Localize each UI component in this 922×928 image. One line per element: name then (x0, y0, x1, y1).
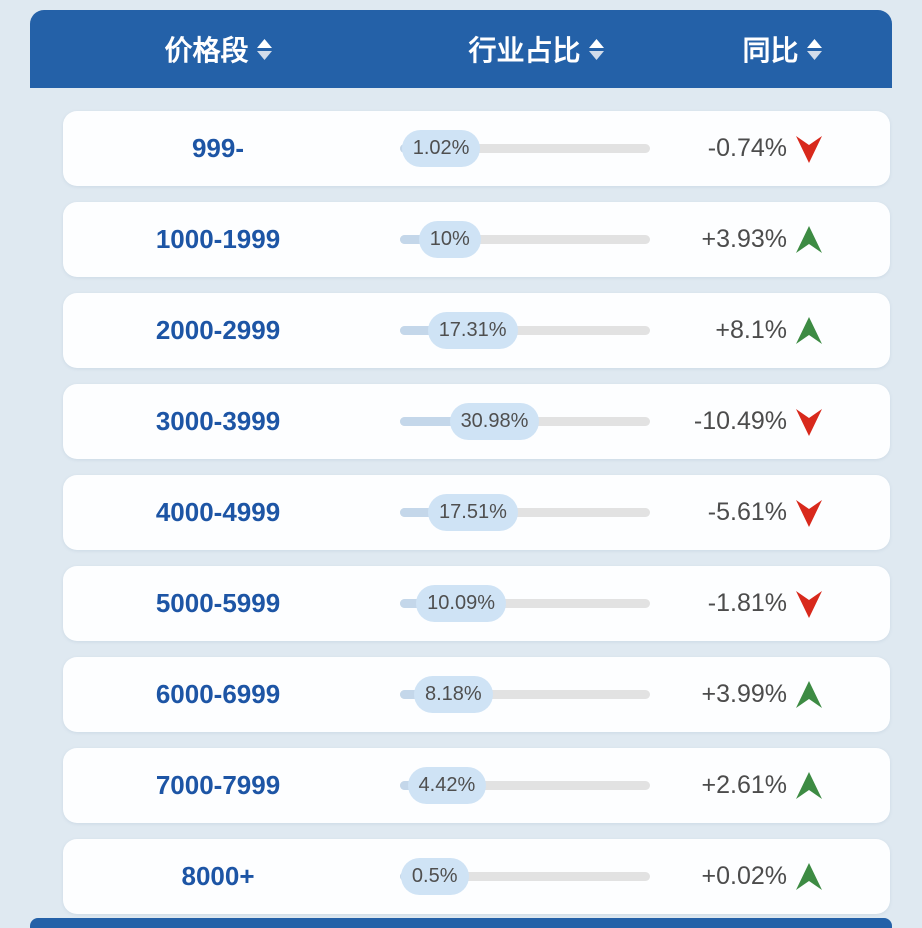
yoy-cell: -10.49% (562, 384, 822, 459)
sort-arrows-icon[interactable] (256, 38, 272, 60)
table-row: 8000+ 0.5% +0.02% (63, 839, 890, 914)
yoy-value: -0.74% (707, 134, 787, 162)
price-range-label: 4000-4999 (155, 497, 281, 527)
industry-share-bar: 17.51% (400, 494, 650, 531)
table-row: 5000-5999 10.09% -1.81% (63, 566, 890, 641)
industry-share-bar: 8.18% (400, 676, 650, 713)
table-row: 3000-3999 30.98% -10.49% (63, 384, 890, 459)
share-bar-track (400, 144, 650, 153)
share-bar-track (400, 326, 650, 335)
price-range-label: 999- (191, 133, 245, 163)
table-row: 6000-6999 8.18% +3.99% (63, 657, 890, 732)
yoy-cell: -0.74% (562, 111, 822, 186)
table-row: 1000-1999 10% +3.93% (63, 202, 890, 277)
table-row: 4000-4999 17.51% -5.61% (63, 475, 890, 550)
price-range-label: 5000-5999 (155, 588, 281, 618)
share-bar-track (400, 781, 650, 790)
price-range-label: 1000-1999 (155, 224, 281, 254)
share-value-pill: 10.09% (416, 585, 506, 622)
yoy-value: +0.02% (701, 862, 788, 890)
arrow-up-icon (796, 862, 822, 890)
share-bar-track (400, 690, 650, 699)
share-bar-track (400, 508, 650, 517)
header-label-yoy: 同比 (742, 35, 799, 66)
sort-arrows-icon[interactable] (588, 38, 604, 60)
price-range-label: 7000-7999 (155, 770, 281, 800)
yoy-cell: +2.61% (562, 748, 822, 823)
share-value-pill: 1.02% (401, 130, 481, 167)
share-value-pill: 10% (418, 221, 481, 258)
arrow-up-icon (796, 771, 822, 799)
industry-share-bar: 17.31% (400, 312, 650, 349)
arrow-up-icon (796, 316, 822, 344)
share-value-pill: 0.5% (400, 858, 469, 895)
arrow-down-icon (796, 590, 822, 618)
arrow-up-icon (796, 680, 822, 708)
yoy-cell: +3.99% (562, 657, 822, 732)
header-label-price-range: 价格段 (164, 35, 249, 66)
share-value-pill: 30.98% (449, 403, 540, 440)
yoy-value: +3.93% (701, 225, 788, 253)
table-row: 2000-2999 17.31% +8.1% (63, 293, 890, 368)
share-value-pill: 17.31% (427, 312, 518, 349)
header-cell-industry-share[interactable]: 行业占比 (400, 10, 672, 88)
share-value-pill: 8.18% (413, 676, 493, 713)
yoy-cell: +3.93% (562, 202, 822, 277)
price-range-label: 3000-3999 (155, 406, 281, 436)
yoy-value: -1.81% (707, 589, 787, 617)
yoy-cell: +8.1% (562, 293, 822, 368)
header-cell-price-range[interactable]: 价格段 (30, 10, 406, 88)
yoy-value: -10.49% (693, 407, 787, 435)
arrow-down-icon (796, 408, 822, 436)
yoy-cell: -1.81% (562, 566, 822, 641)
yoy-cell: +0.02% (562, 839, 822, 914)
industry-share-bar: 0.5% (400, 858, 650, 895)
sort-arrows-icon[interactable] (806, 38, 822, 60)
industry-share-bar: 10.09% (400, 585, 650, 622)
price-range-label: 8000+ (181, 861, 255, 891)
yoy-value: +8.1% (715, 316, 787, 344)
industry-share-bar: 30.98% (400, 403, 650, 440)
price-range-label: 2000-2999 (155, 315, 281, 345)
table-row: 7000-7999 4.42% +2.61% (63, 748, 890, 823)
arrow-up-icon (796, 225, 822, 253)
yoy-cell: -5.61% (562, 475, 822, 550)
share-bar-track (400, 599, 650, 608)
yoy-value: +3.99% (701, 680, 788, 708)
share-bar-track (400, 235, 650, 244)
yoy-value: -5.61% (707, 498, 787, 526)
share-bar-track (400, 872, 650, 881)
header-cell-yoy[interactable]: 同比 (672, 10, 892, 88)
share-value-pill: 17.51% (428, 494, 518, 531)
next-section-header-bar (30, 918, 892, 928)
arrow-down-icon (796, 135, 822, 163)
yoy-value: +2.61% (701, 771, 788, 799)
industry-share-bar: 10% (400, 221, 650, 258)
header-label-industry-share: 行业占比 (468, 35, 581, 66)
price-range-label: 6000-6999 (155, 679, 281, 709)
industry-share-bar: 1.02% (400, 130, 650, 167)
table-header-bar: 价格段 行业占比 同比 (30, 10, 892, 88)
arrow-down-icon (796, 499, 822, 527)
table-row: 999- 1.02% -0.74% (63, 111, 890, 186)
share-value-pill: 4.42% (407, 767, 487, 804)
industry-share-bar: 4.42% (400, 767, 650, 804)
